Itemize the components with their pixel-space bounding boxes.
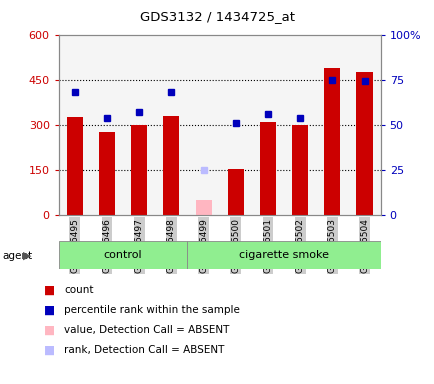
Bar — [195, 200, 211, 215]
Bar — [59, 241, 187, 269]
Text: ■: ■ — [43, 323, 55, 336]
Text: ■: ■ — [43, 303, 55, 316]
Text: value, Detection Call = ABSENT: value, Detection Call = ABSENT — [64, 325, 229, 335]
Text: control: control — [104, 250, 142, 260]
Text: ■: ■ — [43, 343, 55, 356]
Text: ■: ■ — [43, 283, 55, 296]
Bar — [131, 125, 147, 215]
Text: count: count — [64, 285, 94, 295]
Bar — [260, 122, 275, 215]
Text: ▶: ▶ — [23, 251, 31, 261]
Text: agent: agent — [2, 251, 32, 261]
Bar — [187, 241, 380, 269]
Bar — [163, 116, 179, 215]
Bar — [67, 117, 82, 215]
Bar — [292, 125, 308, 215]
Bar — [99, 132, 115, 215]
Text: percentile rank within the sample: percentile rank within the sample — [64, 305, 240, 315]
Bar — [356, 72, 372, 215]
Bar — [324, 68, 339, 215]
Text: rank, Detection Call = ABSENT: rank, Detection Call = ABSENT — [64, 345, 224, 355]
Bar — [227, 169, 243, 215]
Text: GDS3132 / 1434725_at: GDS3132 / 1434725_at — [140, 10, 294, 23]
Text: cigarette smoke: cigarette smoke — [239, 250, 328, 260]
